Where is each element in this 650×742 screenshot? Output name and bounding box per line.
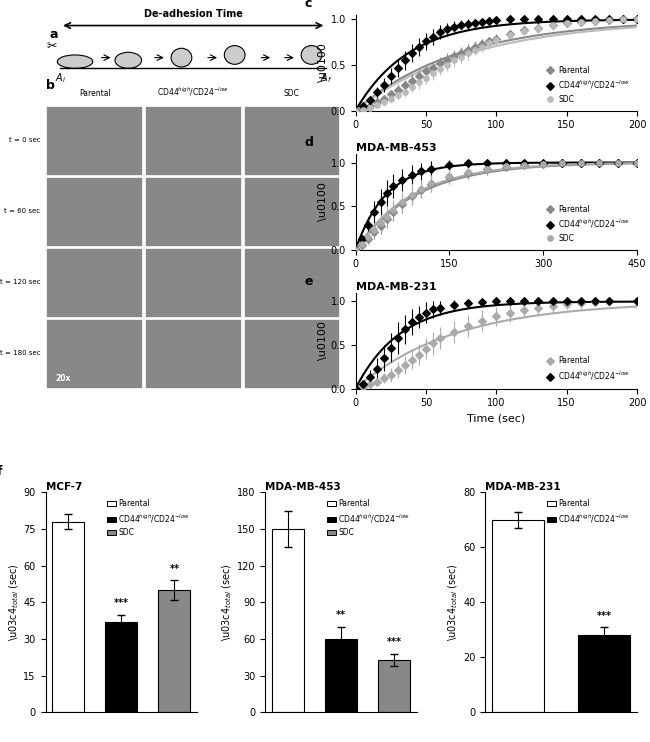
- Text: ✂: ✂: [46, 40, 57, 53]
- Text: a: a: [50, 28, 58, 42]
- Bar: [159, 590, 190, 712]
- Bar: [578, 635, 630, 712]
- Text: $A_i$: $A_i$: [55, 70, 66, 85]
- Text: SDC: SDC: [284, 90, 300, 99]
- Text: $A_f$: $A_f$: [320, 70, 333, 85]
- X-axis label: Time (sec): Time (sec): [467, 414, 525, 424]
- Ellipse shape: [115, 52, 142, 68]
- Text: e: e: [305, 275, 313, 288]
- Text: MDA-MB-453: MDA-MB-453: [356, 143, 436, 153]
- FancyBboxPatch shape: [244, 105, 339, 174]
- Text: f: f: [0, 465, 3, 478]
- Legend: Parental, CD44$^{high}$/CD24$^{-low}$: Parental, CD44$^{high}$/CD24$^{-low}$: [541, 353, 633, 385]
- Text: **: **: [336, 610, 346, 620]
- Circle shape: [224, 45, 245, 65]
- Text: t = 0 sec: t = 0 sec: [9, 137, 40, 142]
- Text: De-adhesion Time: De-adhesion Time: [144, 9, 242, 19]
- Text: MDA-MB-231: MDA-MB-231: [486, 482, 561, 492]
- FancyBboxPatch shape: [47, 177, 142, 246]
- Bar: [105, 622, 137, 712]
- Bar: [378, 660, 410, 712]
- Text: Parental: Parental: [79, 90, 110, 99]
- Text: b: b: [46, 79, 55, 92]
- Y-axis label: \u0100: \u0100: [318, 43, 328, 82]
- Text: ***: ***: [597, 611, 612, 620]
- Legend: Parental, CD44$^{high}$/CD24$^{-low}$, SDC: Parental, CD44$^{high}$/CD24$^{-low}$, S…: [104, 496, 193, 540]
- Bar: [272, 529, 304, 712]
- Text: c: c: [305, 0, 312, 10]
- Bar: [326, 639, 357, 712]
- Y-axis label: \u03c4$_{total}$ (sec): \u03c4$_{total}$ (sec): [221, 563, 235, 641]
- FancyBboxPatch shape: [244, 319, 339, 388]
- Circle shape: [301, 45, 322, 65]
- Bar: [53, 522, 84, 712]
- Ellipse shape: [57, 55, 93, 68]
- Text: t = 180 sec: t = 180 sec: [0, 350, 40, 356]
- Text: d: d: [305, 136, 314, 149]
- Text: t = 60 sec: t = 60 sec: [5, 208, 40, 214]
- FancyBboxPatch shape: [244, 177, 339, 246]
- Ellipse shape: [171, 48, 192, 67]
- Text: CD44$^{high}$/CD24$^{-low}$: CD44$^{high}$/CD24$^{-low}$: [157, 86, 229, 99]
- Legend: Parental, CD44$^{high}$/CD24$^{-low}$, SDC: Parental, CD44$^{high}$/CD24$^{-low}$, S…: [324, 496, 413, 540]
- FancyBboxPatch shape: [47, 248, 142, 317]
- FancyBboxPatch shape: [47, 319, 142, 388]
- Y-axis label: \u03c4$_{total}$ (sec): \u03c4$_{total}$ (sec): [7, 563, 21, 641]
- Legend: Parental, CD44$^{high}$/CD24$^{-low}$, SDC: Parental, CD44$^{high}$/CD24$^{-low}$, S…: [541, 202, 633, 246]
- Text: ***: ***: [114, 598, 129, 608]
- FancyBboxPatch shape: [145, 319, 240, 388]
- FancyBboxPatch shape: [244, 248, 339, 317]
- FancyBboxPatch shape: [47, 105, 142, 174]
- Legend: Parental, CD44$^{high}$/CD24$^{-low}$, SDC: Parental, CD44$^{high}$/CD24$^{-low}$, S…: [541, 63, 633, 107]
- Text: ***: ***: [387, 637, 402, 647]
- FancyBboxPatch shape: [145, 177, 240, 246]
- Legend: Parental, CD44$^{high}$/CD24$^{-low}$: Parental, CD44$^{high}$/CD24$^{-low}$: [543, 496, 633, 528]
- Text: 20x: 20x: [55, 374, 71, 383]
- Text: **: **: [170, 564, 179, 574]
- Y-axis label: \u03c4$_{total}$ (sec): \u03c4$_{total}$ (sec): [447, 563, 460, 641]
- Text: MCF-7: MCF-7: [46, 482, 82, 492]
- Bar: [492, 520, 544, 712]
- Y-axis label: \u0100: \u0100: [318, 183, 328, 221]
- Text: t = 120 sec: t = 120 sec: [0, 279, 40, 285]
- FancyBboxPatch shape: [145, 248, 240, 317]
- FancyBboxPatch shape: [145, 105, 240, 174]
- Text: MDA-MB-231: MDA-MB-231: [356, 282, 436, 292]
- Text: MDA-MB-453: MDA-MB-453: [265, 482, 341, 492]
- Y-axis label: \u0100: \u0100: [318, 321, 328, 360]
